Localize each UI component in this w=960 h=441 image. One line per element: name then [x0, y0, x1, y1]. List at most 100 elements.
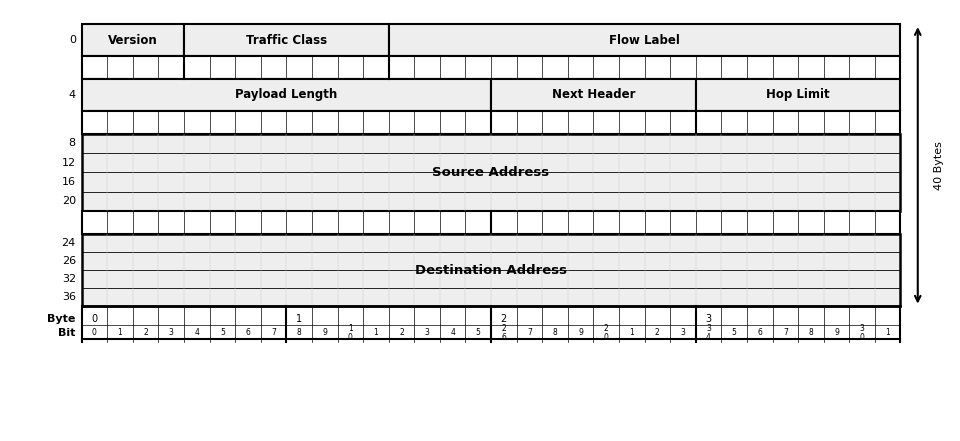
Bar — [696, 56, 721, 79]
Bar — [593, 111, 619, 134]
Text: 32: 32 — [61, 274, 76, 284]
Bar — [82, 134, 900, 211]
Bar — [466, 56, 491, 79]
Bar — [440, 56, 466, 79]
Bar — [82, 56, 108, 79]
Text: Payload Length: Payload Length — [235, 88, 338, 101]
Bar — [670, 111, 696, 134]
Bar — [619, 56, 644, 79]
Bar — [286, 211, 312, 234]
Text: 12: 12 — [61, 157, 76, 168]
Bar — [184, 56, 209, 79]
Bar — [875, 211, 900, 234]
Text: Next Header: Next Header — [552, 88, 636, 101]
Bar — [261, 111, 286, 134]
Text: 2: 2 — [655, 329, 660, 337]
Bar — [235, 211, 261, 234]
Bar — [389, 211, 415, 234]
Bar — [696, 111, 721, 134]
Bar — [415, 211, 440, 234]
Bar — [108, 211, 132, 234]
Bar — [696, 79, 900, 111]
Bar — [82, 234, 900, 306]
Bar — [644, 111, 670, 134]
Bar — [389, 111, 415, 134]
Text: 8: 8 — [69, 138, 76, 148]
Bar — [82, 111, 900, 134]
Bar — [644, 211, 670, 234]
Text: Destination Address: Destination Address — [415, 264, 567, 277]
Text: 2
6: 2 6 — [501, 324, 506, 342]
Bar — [670, 56, 696, 79]
Text: 1: 1 — [885, 329, 890, 337]
Text: 3
0: 3 0 — [859, 324, 865, 342]
Text: 20: 20 — [61, 196, 76, 206]
Bar — [516, 111, 542, 134]
Bar — [593, 56, 619, 79]
Bar — [363, 56, 389, 79]
Text: 3: 3 — [169, 329, 174, 337]
Bar — [491, 211, 516, 234]
Text: 1: 1 — [373, 329, 378, 337]
Bar — [850, 111, 875, 134]
Text: 3: 3 — [681, 329, 685, 337]
Bar — [389, 56, 415, 79]
Bar — [158, 111, 184, 134]
Text: 3: 3 — [706, 314, 711, 324]
Bar — [747, 56, 773, 79]
Text: 2: 2 — [399, 329, 404, 337]
Text: 2: 2 — [143, 329, 148, 337]
Bar — [261, 56, 286, 79]
Bar — [82, 79, 491, 111]
Text: 8: 8 — [808, 329, 813, 337]
Text: Traffic Class: Traffic Class — [246, 34, 327, 47]
Text: 0: 0 — [92, 329, 97, 337]
Bar — [542, 211, 567, 234]
Bar — [721, 211, 747, 234]
Bar — [542, 56, 567, 79]
Bar — [184, 24, 389, 56]
Bar — [567, 211, 593, 234]
Bar — [875, 111, 900, 134]
Text: 7: 7 — [783, 329, 788, 337]
Bar — [312, 56, 338, 79]
Bar — [312, 111, 338, 134]
Bar — [619, 111, 644, 134]
Bar — [108, 111, 132, 134]
Bar — [696, 211, 721, 234]
Bar — [209, 111, 235, 134]
Text: 4: 4 — [194, 329, 199, 337]
Text: 6: 6 — [246, 329, 251, 337]
Bar — [491, 56, 516, 79]
Text: 4: 4 — [69, 90, 76, 100]
Bar — [261, 211, 286, 234]
Text: 36: 36 — [61, 292, 76, 303]
Text: 4: 4 — [450, 329, 455, 337]
Text: 1: 1 — [296, 314, 302, 324]
Text: 5: 5 — [476, 329, 481, 337]
Bar — [721, 111, 747, 134]
Text: 1
0: 1 0 — [348, 324, 352, 342]
Bar — [824, 211, 850, 234]
Bar — [440, 211, 466, 234]
Bar — [209, 56, 235, 79]
Bar — [824, 111, 850, 134]
Text: 2: 2 — [501, 314, 507, 324]
Bar — [875, 56, 900, 79]
Text: 24: 24 — [61, 238, 76, 248]
Bar — [286, 56, 312, 79]
Bar — [312, 211, 338, 234]
Text: 40 Bytes: 40 Bytes — [934, 141, 944, 190]
Bar — [158, 211, 184, 234]
Bar — [82, 24, 184, 56]
Bar — [619, 211, 644, 234]
Bar — [209, 211, 235, 234]
Text: Version: Version — [108, 34, 157, 47]
Bar — [184, 211, 209, 234]
Bar — [567, 111, 593, 134]
Bar — [132, 211, 158, 234]
Bar — [235, 56, 261, 79]
Text: 3
4: 3 4 — [707, 324, 711, 342]
Text: Byte: Byte — [47, 314, 76, 324]
Bar — [491, 111, 516, 134]
